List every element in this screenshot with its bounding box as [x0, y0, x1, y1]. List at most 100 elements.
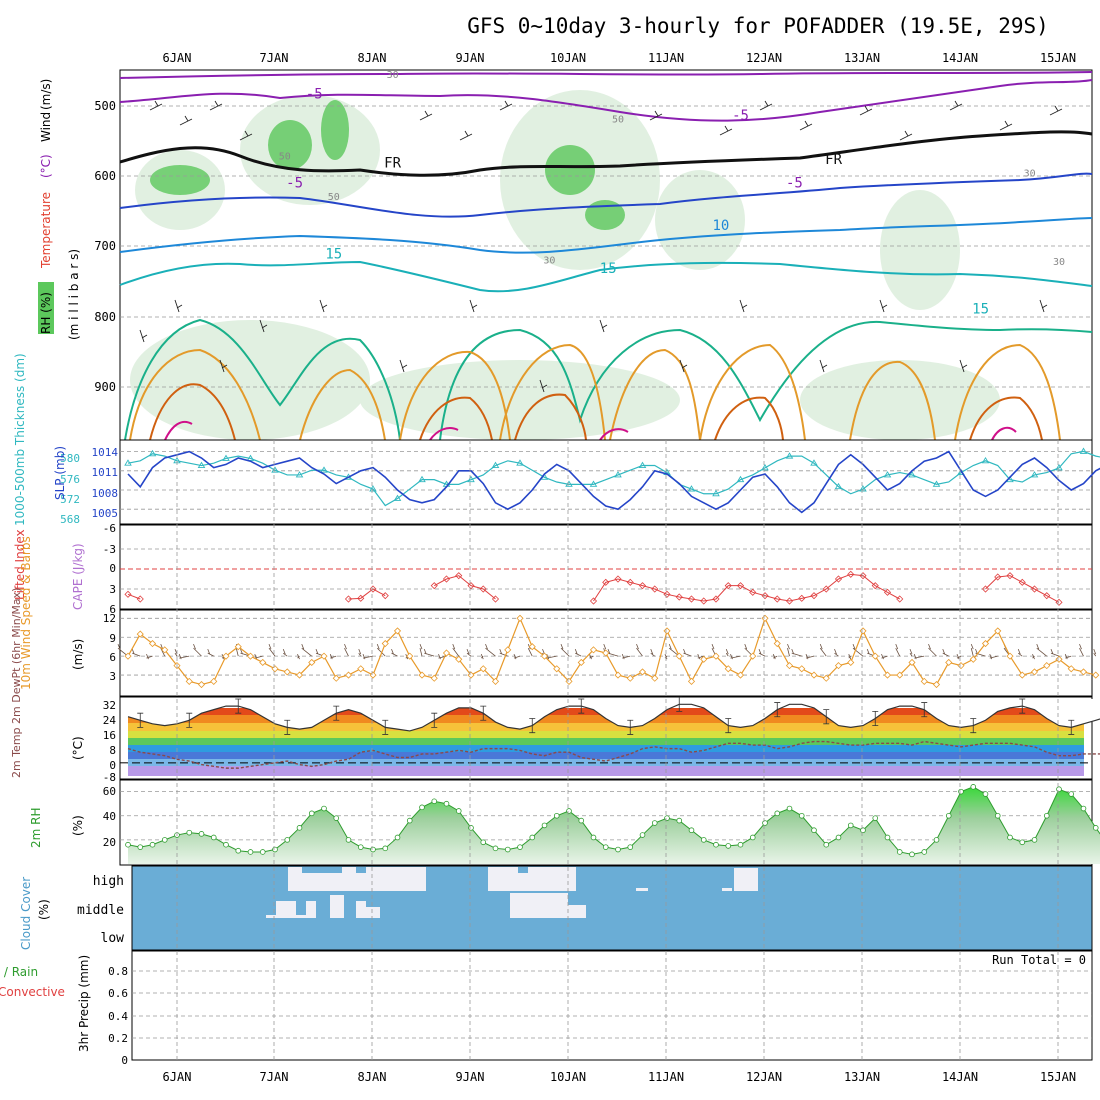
temperature-minmax-bar [774, 702, 781, 718]
wind-speed-marker [638, 668, 647, 676]
wind-barb [772, 654, 778, 660]
wind-tick: 12 [103, 612, 116, 625]
wind-barb [193, 644, 202, 657]
lifted-marker [859, 572, 867, 580]
thickness-marker [271, 466, 279, 473]
wind-speed-marker [430, 674, 438, 682]
lifted-tick: -3 [103, 543, 116, 556]
wind-speed-marker [651, 674, 659, 682]
lifted-marker [712, 595, 720, 603]
rh-marker [945, 812, 952, 819]
contour-label: 30 [543, 256, 555, 267]
precip-tick: 0.4 [108, 1010, 128, 1023]
contour-minus5-upper [119, 79, 1093, 122]
wind-speed-marker [516, 614, 524, 622]
pressure-tick: 600 [94, 169, 116, 183]
temp-tick: -8 [103, 771, 116, 784]
wind-speed-marker [957, 662, 965, 670]
lifted-marker [479, 585, 487, 593]
thickness-marker [638, 461, 647, 468]
temp-tick: 0 [109, 759, 116, 772]
lifted-plot [120, 548, 1092, 606]
wind10m-axis-label: 10m Wind Speed & Barbs [19, 536, 33, 690]
lifted-marker [1018, 578, 1026, 586]
wind-speed-marker [687, 677, 696, 685]
contour-label: -5 [306, 86, 323, 102]
wind-speed-marker [614, 671, 622, 679]
wind-speed-marker [700, 655, 708, 663]
temperature2m-panel: -8 0 8 16 24 32 2m Temp 2m DewPt (6hr Mi… [10, 588, 1100, 784]
wind-barb [942, 649, 949, 657]
rh2m-panel: 20 40 60 2m RH (%) [29, 779, 1100, 866]
rh-marker [529, 834, 536, 841]
rh-marker [541, 822, 548, 829]
rh-marker [1068, 791, 1075, 797]
wind-speed-marker [761, 614, 769, 622]
wind-speed-marker [920, 677, 928, 685]
lifted-marker [724, 582, 732, 590]
lifted-marker [785, 597, 794, 605]
wind-barb [358, 649, 362, 657]
top-date-label: 7JAN [260, 51, 289, 65]
wind-speed-marker [308, 658, 316, 667]
thickness-marker [369, 485, 377, 492]
rh-marker [958, 788, 964, 795]
rh-marker [137, 844, 144, 850]
thickness-tick: 572 [60, 493, 80, 506]
lifted-marker [651, 585, 659, 593]
rh-marker [762, 820, 768, 826]
precip-total-label: Total / Rain [0, 965, 38, 979]
bottom-date-label: 8JAN [358, 1070, 387, 1084]
lifted-marker [761, 592, 769, 600]
temperature-minmax-bar [529, 718, 536, 734]
lifted-marker [994, 573, 1002, 581]
wind-axis: 3 6 9 12 [103, 612, 116, 683]
top-date-label: 13JAN [844, 51, 880, 65]
wind-speed-marker [626, 674, 634, 682]
lifted-marker [467, 582, 475, 590]
thickness-marker [834, 482, 843, 490]
contour-label: FR [384, 156, 401, 172]
temperature-minmax-bar [970, 718, 977, 734]
contour-minus5-mid [119, 172, 1093, 218]
wind-barb [480, 654, 484, 660]
wind-speed-marker [1055, 655, 1063, 663]
wind-barb [852, 644, 864, 657]
rh-marker [835, 834, 842, 841]
top-date-label: 10JAN [550, 51, 586, 65]
panel-frame [119, 524, 1093, 610]
temperature-minmax-bar [725, 718, 732, 734]
rh-marker [149, 841, 156, 848]
rh-marker [786, 805, 793, 812]
rh-marker [284, 837, 291, 843]
wind-barb [607, 649, 619, 657]
rh-marker [566, 808, 572, 814]
precip-axis: 0 0.2 0.4 0.6 0.8 [108, 965, 128, 1067]
wind-axis-label: Wind [39, 112, 53, 142]
lifted-marker [871, 582, 879, 590]
rh-marker [725, 843, 732, 849]
rh-marker [1092, 825, 1099, 831]
thickness-marker [785, 452, 794, 459]
wind-speed-marker [969, 655, 977, 663]
slp-tick: 1005 [92, 507, 119, 520]
thickness-marker [565, 480, 573, 487]
lifted-marker [736, 582, 745, 590]
day-gridlines [176, 440, 1059, 1060]
lifted-marker [344, 595, 353, 603]
rh-marker [382, 845, 389, 852]
rh-marker [896, 849, 903, 855]
lifted-marker [491, 595, 500, 603]
lifted-marker [1006, 572, 1014, 580]
rh-marker [125, 841, 131, 848]
precip-tick: 0.8 [108, 965, 128, 978]
wind-plot [117, 614, 1100, 689]
wind-barb [621, 654, 631, 660]
top-date-label: 8JAN [358, 51, 387, 65]
wind-speed-marker [589, 646, 598, 654]
temperature-minmax-bar [382, 719, 389, 735]
lifted-axis: -6 -3 0 3 6 [103, 522, 116, 616]
lifted-marker [981, 585, 990, 593]
wind-barbs-upper [139, 100, 1063, 393]
top-date-label: 6JAN [163, 51, 192, 65]
